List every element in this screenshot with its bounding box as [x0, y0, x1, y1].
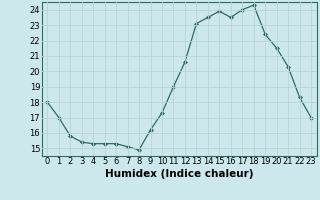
X-axis label: Humidex (Indice chaleur): Humidex (Indice chaleur) — [105, 169, 253, 179]
